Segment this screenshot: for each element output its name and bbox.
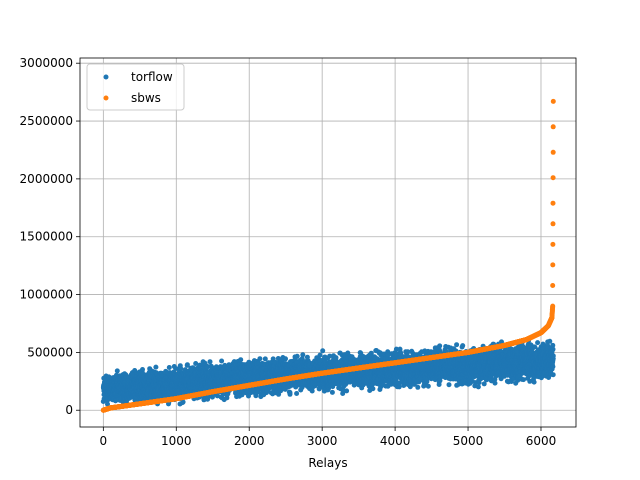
torflow-point [207,359,213,365]
torflow-point [114,368,120,374]
torflow-point [166,365,172,370]
torflow-point [344,388,350,394]
torflow-point [437,343,443,349]
torflow-point [333,355,339,361]
torflow-point [294,391,300,396]
torflow-point [257,356,263,362]
torflow-point [317,352,323,358]
torflow-point [238,357,244,363]
torflow-point [320,348,326,354]
torflow-point [329,389,335,395]
torflow-point [460,343,466,349]
torflow-point [454,342,460,348]
torflow-point [153,364,159,370]
torflow-point [178,366,184,371]
torflow-point [415,384,421,390]
torflow-point [294,353,300,359]
torflow-point [370,386,376,392]
data-points [100,98,556,413]
torflow-point [283,356,288,362]
torflow-point [105,401,110,407]
torflow-point [425,383,431,389]
grid-lines [80,58,576,427]
torflow-point [446,382,452,388]
torflow-point [300,352,306,358]
torflow-point [287,391,293,397]
torflow-point [140,367,145,372]
torflow-point [219,358,225,364]
torflow-point [262,356,268,362]
